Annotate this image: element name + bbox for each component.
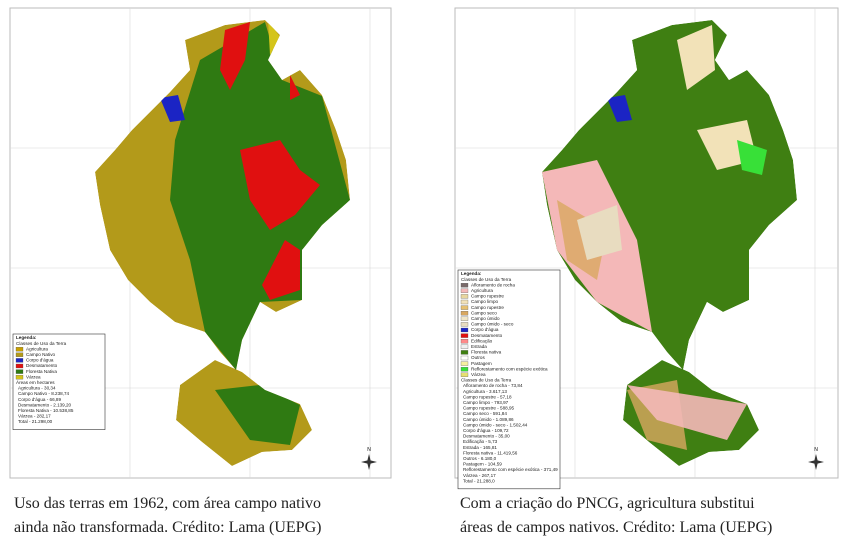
legend-area: Estrada - 165,81 — [463, 445, 497, 450]
legend-label: Corpo d'água — [471, 327, 499, 332]
caption: ainda não transformada. Crédito: Lama (U… — [14, 519, 321, 536]
legend-label: Várzea — [26, 374, 41, 379]
legend-title: Legenda: — [16, 335, 37, 340]
legend-label: Campo úmido - seco — [471, 322, 514, 327]
legend-label: Campo úmido — [471, 316, 500, 321]
legend-box — [457, 269, 561, 490]
legend-label: Outros — [471, 355, 485, 360]
legend-subtitle: Classes de Uso da Terra — [16, 341, 67, 346]
legend-area: Agricultura - 3.617,13 — [463, 389, 507, 394]
legend-subtitle: Classes de Uso da Terra — [461, 378, 512, 383]
legend-subtitle: Classes de Uso da Terra — [461, 277, 512, 282]
legend-swatch — [460, 327, 469, 333]
legend-label: Afloramento de rocha — [471, 282, 515, 287]
legend-area: Afloramento de rocha - 73,84 — [463, 383, 523, 388]
legend-area: Campo limpo - 793,97 — [463, 400, 509, 405]
legend-swatch — [460, 283, 469, 288]
legend-label: Floresta Nativa — [26, 369, 57, 374]
legend-swatch — [15, 369, 24, 374]
legend-label: Corpo d'água — [26, 358, 54, 363]
legend-area: Agricultura - 30,34 — [18, 386, 56, 391]
legend-swatch — [15, 363, 24, 369]
legend-swatch — [460, 299, 469, 305]
legend-swatch — [460, 367, 469, 372]
legend-swatch — [460, 361, 469, 366]
legend-area: Total - 21.298,00 — [18, 419, 53, 424]
north-label: N — [814, 447, 818, 453]
legend-area: Campo úmido - 1.089,86 — [463, 417, 514, 422]
legend-label: Edificação — [471, 338, 493, 343]
caption: áreas de campos nativos. Crédito: Lama (… — [460, 519, 772, 536]
legend-swatch — [460, 305, 469, 310]
legend-swatch — [15, 347, 24, 352]
legend-swatch — [460, 344, 469, 349]
legend-swatch — [15, 358, 24, 363]
legend-label: Campo Nativo — [26, 352, 56, 357]
legend-label: Agricultura — [26, 346, 48, 351]
legend-swatch — [460, 350, 469, 355]
legend-area: Campo Nativo - 8.238,74 — [18, 391, 70, 396]
legend-swatch — [15, 352, 24, 357]
legend-label: Campo rupestre — [471, 305, 504, 310]
legend-label: Floresta nativa — [471, 350, 502, 355]
legend-area: Edificação - 5,73 — [463, 439, 498, 444]
legend-swatch — [460, 355, 469, 361]
legend-area: Corpo d'água - 109,72 — [463, 428, 509, 433]
legend-area: Corpo d'água - 66,89 — [18, 397, 61, 402]
legend-area: Total - 21.288,0 — [463, 478, 495, 483]
legend-area: Campo úmido - seco - 1.502,44 — [463, 422, 528, 427]
legend-swatch — [460, 316, 469, 321]
land-use-map — [542, 20, 797, 466]
compass: N — [361, 447, 377, 470]
legend-subtitle: Áreas em hectares — [16, 379, 55, 385]
map-panel: N Legenda:Classes de Uso da TerraAgricul… — [9, 7, 392, 479]
legend-label: Reflorestamento com espécie exótica — [471, 366, 548, 371]
legend-swatch — [460, 333, 469, 338]
legend-area: Reflorestamento com espécie exótica - 37… — [463, 467, 558, 472]
legend-box — [12, 333, 106, 430]
legend: Legenda:Classes de Uso da TerraAfloramen… — [457, 269, 561, 490]
legend-swatch — [460, 339, 469, 344]
compass: N — [808, 447, 824, 470]
caption: Uso das terras em 1962, com área campo n… — [14, 495, 321, 512]
legend-title: Legenda: — [461, 271, 482, 276]
legend: Legenda:Classes de Uso da TerraAgricultu… — [12, 333, 106, 430]
land-use-map — [95, 20, 350, 466]
legend-label: Campo limpo — [471, 299, 499, 304]
north-label: N — [367, 447, 371, 453]
legend-area: Várzea - 282,17 — [18, 414, 51, 419]
legend-swatch — [460, 294, 469, 299]
legend-label: Pastagem — [471, 361, 492, 366]
legend-area: Floresta nativa - 11.419,56 — [463, 450, 518, 455]
legend-area: Campo seco - 591,84 — [463, 411, 507, 416]
legend-swatch — [460, 311, 469, 316]
legend-area: Outros - 6.180,0 — [463, 456, 497, 461]
legend-label: Desmatamento — [471, 333, 503, 338]
legend-label: Desmatamento — [26, 363, 58, 368]
legend-swatch — [15, 375, 24, 380]
legend-label: Estrada — [471, 344, 487, 349]
legend-area: Pastagem - 104,59 — [463, 462, 502, 467]
legend-area: Campo rupestre - 588,95 — [463, 406, 515, 411]
caption: Com a criação do PNCG, agricultura subst… — [460, 495, 755, 512]
legend-swatch — [460, 288, 469, 293]
legend-area: Floresta Nativa - 10.538,85 — [18, 408, 74, 413]
legend-label: Agricultura — [471, 288, 493, 293]
legend-label: Campo seco — [471, 310, 497, 315]
map-panel: N Legenda:Classes de Uso da TerraAfloram… — [454, 7, 839, 490]
legend-area: Campo rupestre - 57,18 — [463, 394, 512, 399]
legend-label: Várzea — [471, 372, 486, 377]
legend-swatch — [460, 372, 469, 377]
legend-swatch — [460, 322, 469, 327]
legend-label: Campo rupestre — [471, 294, 504, 299]
legend-area: Desmatamento - 35,00 — [463, 434, 510, 439]
legend-area: Desmatamento - 2.139,20 — [18, 402, 72, 407]
legend-area: Várzea - 267,17 — [463, 473, 496, 478]
